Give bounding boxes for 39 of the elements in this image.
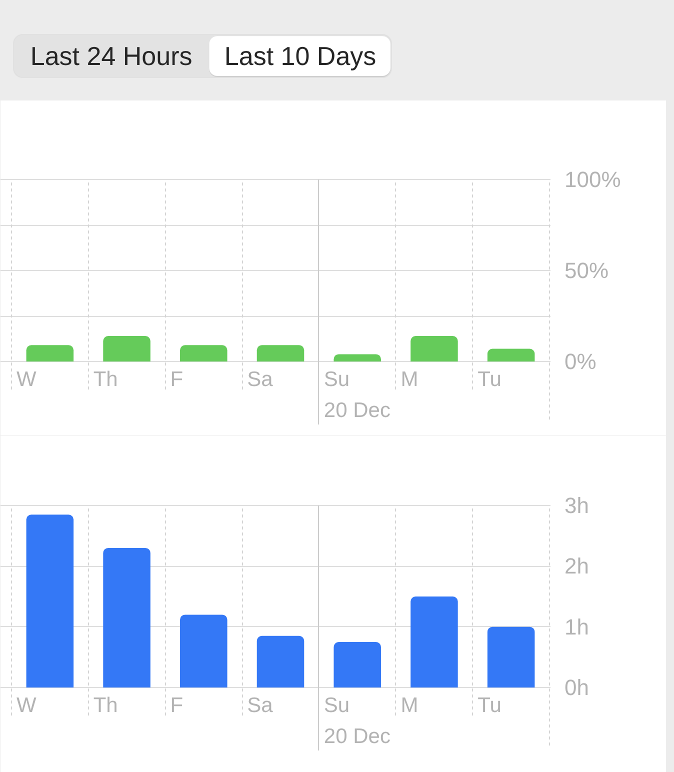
bar bbox=[256, 636, 304, 688]
bar bbox=[180, 345, 228, 362]
x-tick-label: Th bbox=[93, 694, 118, 717]
y-tick-label: 3h bbox=[564, 493, 589, 518]
bar bbox=[103, 548, 150, 688]
x-tick-label: W bbox=[16, 368, 36, 391]
bar bbox=[103, 336, 150, 362]
x-tick-label: Tu bbox=[478, 694, 502, 717]
text: Last 10 Days bbox=[224, 41, 376, 71]
bar bbox=[26, 345, 74, 362]
y-tick-label: 50% bbox=[564, 258, 609, 283]
bar bbox=[410, 596, 458, 688]
y-tick-label: 2h bbox=[564, 554, 589, 579]
x-tick-label: M bbox=[400, 368, 418, 391]
bar bbox=[410, 336, 458, 362]
x-tick-label: F bbox=[170, 368, 184, 391]
text: Last 24 Hours bbox=[30, 41, 192, 71]
x-tick-label: M bbox=[400, 694, 418, 717]
x-tick-label: Sa bbox=[247, 694, 274, 717]
x-tick-label: F bbox=[170, 694, 184, 717]
bar bbox=[334, 642, 381, 688]
y-tick-label: 0h bbox=[564, 675, 589, 700]
x-tick-label: Th bbox=[93, 368, 118, 391]
bar bbox=[487, 348, 535, 362]
bar bbox=[334, 354, 381, 362]
x-tick-label: Sa bbox=[247, 368, 274, 391]
ref-line-label: 20 Dec bbox=[324, 399, 390, 422]
y-tick-label: 0% bbox=[564, 349, 596, 374]
bar bbox=[256, 345, 304, 362]
y-tick-label: 1h bbox=[564, 614, 589, 640]
y-tick-label: 100% bbox=[564, 167, 621, 192]
x-tick-label: W bbox=[16, 694, 36, 717]
bar bbox=[180, 614, 228, 688]
x-tick-label: Tu bbox=[478, 368, 502, 391]
x-tick-label: Su bbox=[324, 368, 350, 391]
bar bbox=[487, 626, 535, 688]
bar bbox=[26, 514, 74, 688]
ref-line-label: 20 Dec bbox=[324, 725, 390, 748]
x-tick-label: Su bbox=[324, 694, 350, 717]
